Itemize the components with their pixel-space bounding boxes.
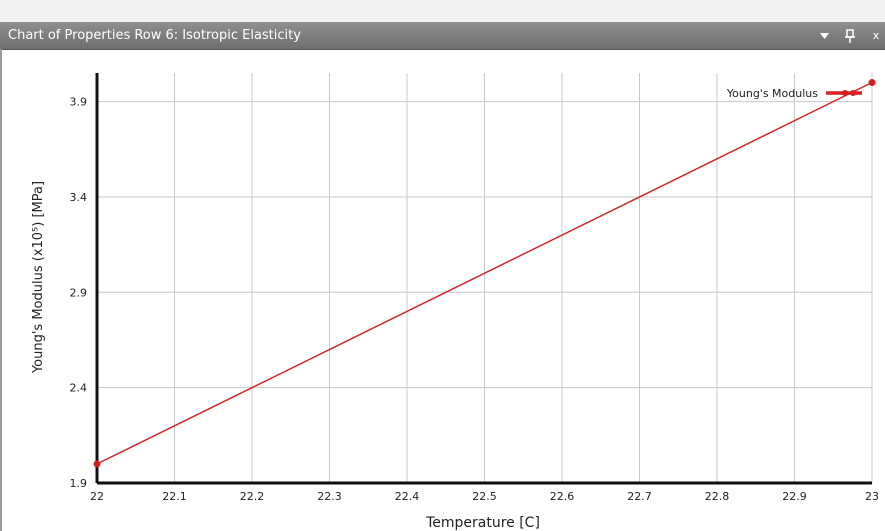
y-tick-label: 3.4 <box>70 191 88 204</box>
y-tick-label: 1.9 <box>70 477 88 490</box>
y-tick-label: 2.4 <box>70 382 88 395</box>
x-tick-label: 22.4 <box>395 490 420 503</box>
axes <box>95 73 872 485</box>
series-layer <box>93 79 876 468</box>
titlebar-buttons: x <box>817 27 885 45</box>
data-point <box>868 79 876 87</box>
pin-icon[interactable] <box>843 27 857 45</box>
x-tick-label: 22.1 <box>162 490 187 503</box>
x-tick-label: 22.9 <box>782 490 807 503</box>
legend-marker <box>842 90 848 96</box>
x-tick-label: 22.6 <box>550 490 575 503</box>
panel-title: Chart of Properties Row 6: Isotropic Ela… <box>8 28 301 43</box>
tick-labels: 22 22.1 22.2 22.3 22.4 22.5 22.6 22.7 22.8 22.9 23… <box>70 96 880 503</box>
x-tick-label: 22.3 <box>317 490 342 503</box>
y-tick-label: 3.9 <box>70 96 88 109</box>
top-strip <box>0 0 885 22</box>
x-tick-label: 22.8 <box>705 490 730 503</box>
series-line <box>96 81 873 465</box>
x-tick-label: 23 <box>865 490 879 503</box>
x-axis-label: Temperature [C] <box>425 515 540 531</box>
x-tick-label: 22 <box>90 490 104 503</box>
grid <box>96 73 873 484</box>
y-axis-label: Young's Modulus (x10⁵) [MPa] <box>31 181 46 374</box>
legend-label: Young's Modulus <box>726 87 818 100</box>
y-tick-label: 2.9 <box>70 286 88 299</box>
chevron-down-icon[interactable] <box>817 27 831 45</box>
x-tick-label: 22.2 <box>240 490 265 503</box>
close-icon[interactable]: x <box>872 29 880 42</box>
data-point <box>93 460 101 468</box>
x-tick-label: 22.7 <box>627 490 652 503</box>
x-tick-label: 22.5 <box>472 490 497 503</box>
legend-marker <box>850 90 856 96</box>
legend: Young's Modulus <box>726 87 862 100</box>
panel-titlebar: Chart of Properties Row 6: Isotropic Ela… <box>0 22 885 50</box>
panel-left-border <box>0 49 2 531</box>
